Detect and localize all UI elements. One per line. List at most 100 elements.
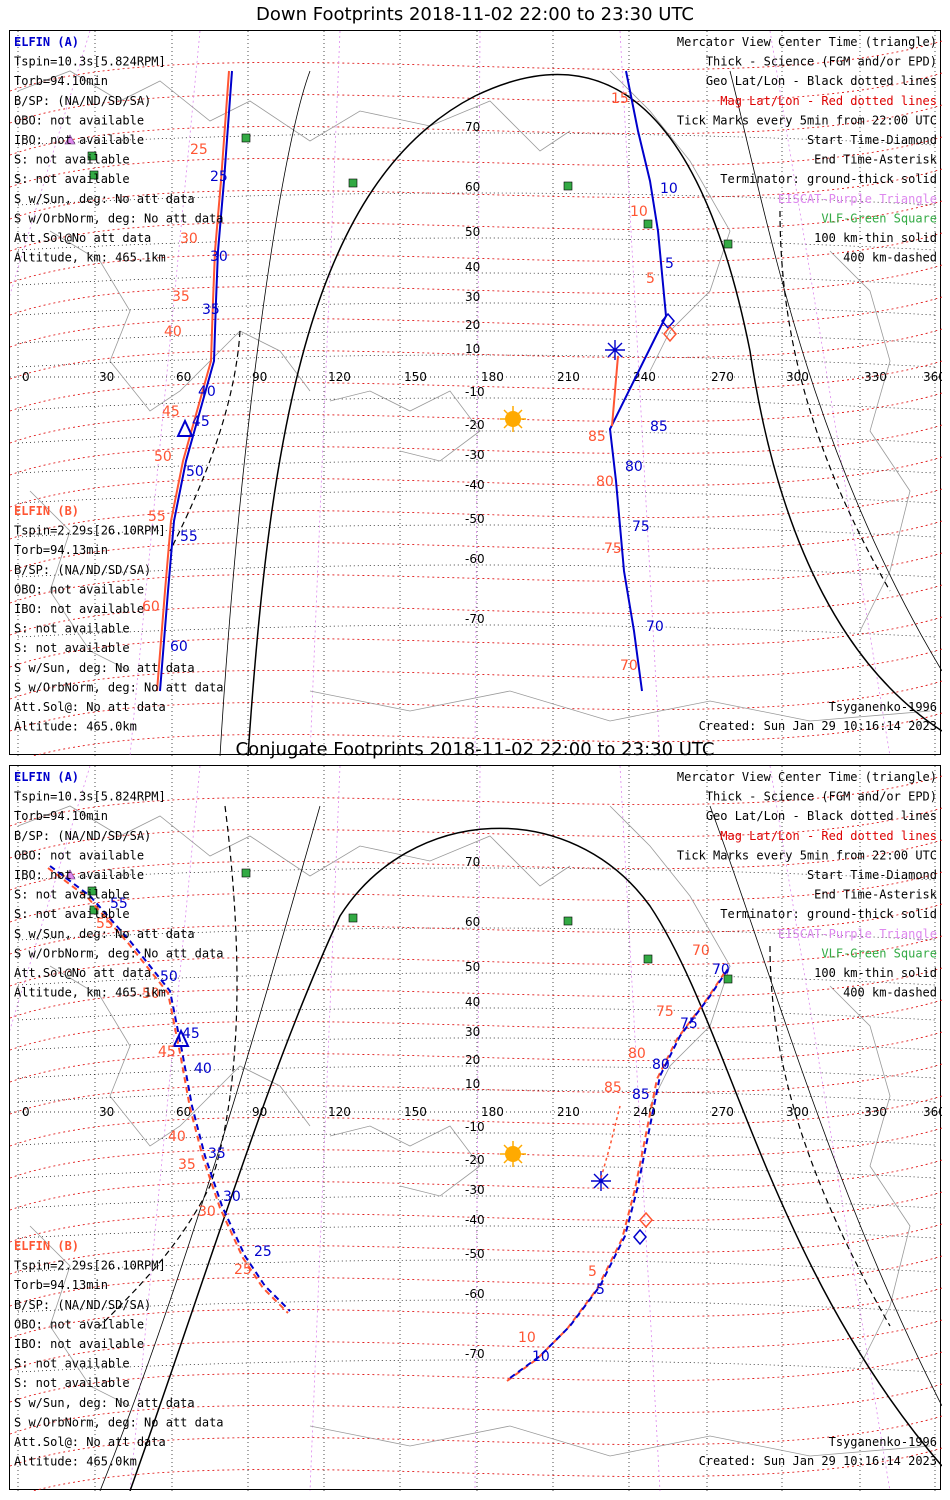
mag-lat-line (10, 1383, 942, 1435)
lat-tick-label: -60 (465, 1287, 485, 1301)
elfin-a-info-line: ELFIN (A) (14, 770, 79, 784)
lat-tick-label: 70 (465, 855, 480, 869)
terminator-ground (247, 74, 942, 756)
elfin-b-info-line: S w/OrbNorm, deg: No att data (14, 1415, 224, 1429)
mag-lat-line (10, 967, 942, 1019)
lat-tick-label: -70 (465, 612, 485, 626)
lat-tick-label: 50 (465, 960, 480, 974)
legend-line: 100 km-thin solid (814, 966, 937, 980)
map-down: 0 30 60 90 120 150 180 210 240 270 300 330 360 70 60 50… (10, 31, 942, 756)
geo-lat-line (17, 330, 936, 344)
elfin-b-info-line: Torb=94.13min (14, 543, 108, 557)
lat-tick-label: -70 (465, 1347, 485, 1361)
elfin-a-info-line: IBO: not available (14, 133, 144, 147)
legend-line: Tick Marks every 5min from 22:00 UTC (677, 848, 937, 862)
mag-lat-line (10, 616, 942, 668)
vlf-station-icon (241, 133, 251, 143)
geo-lat-line (17, 1065, 936, 1079)
lat-tick-label: 20 (465, 318, 480, 332)
elfin-b-track-east-tail (600, 1105, 621, 1179)
vlf-station-icon (348, 913, 358, 923)
elfin-a-time-label: 35 (208, 1146, 226, 1162)
elfin-b-time-label: 70 (620, 658, 638, 674)
sun-icon (500, 1141, 526, 1167)
lon-tick-label: 150 (404, 1105, 427, 1119)
lon-tick-label: 60 (176, 1105, 191, 1119)
elfin-a-time-label: 40 (194, 1061, 212, 1077)
lat-tick-label: -50 (465, 512, 485, 526)
mag-lat-line (10, 40, 942, 92)
mag-lat-line (10, 232, 942, 284)
mag-lat-line (10, 1095, 942, 1147)
mag-lat-line (10, 1287, 942, 1339)
elfin-b-time-label: 80 (596, 474, 614, 490)
elfin-a-info-line: S w/OrbNorm, deg: No att data (14, 211, 224, 225)
geo-lat-line (17, 972, 936, 986)
mag-lat-line (10, 839, 942, 891)
elfin-a-info-line: Torb=94.10min (14, 809, 108, 823)
mag-lat-line (10, 807, 942, 859)
elfin-a-time-label: 30 (210, 249, 228, 265)
elfin-a-time-label: 5 (596, 1282, 605, 1298)
start-diamond-icon (661, 312, 675, 330)
model-label: Tsyganenko-1996 (829, 1435, 937, 1449)
legend-line: VLF-Green Square (821, 946, 937, 960)
eiscat-triangle-icon (64, 134, 76, 145)
mag-lat-line (10, 1031, 942, 1083)
elfin-b-info-line: S w/Sun, deg: No att data (14, 1396, 195, 1410)
elfin-b-info-line: B/SP: (NA/ND/SD/SA) (14, 563, 151, 577)
elfin-a-time-label: 50 (186, 464, 204, 480)
lon-tick-label: 330 (864, 1105, 887, 1119)
legend-line: End Time-Asterisk (814, 153, 938, 167)
elfin-a-info-line: S: not available (14, 907, 130, 921)
elfin-a-info-line: S: not available (14, 172, 130, 186)
lat-tick-label: 70 (465, 120, 480, 134)
elfin-b-time-label: 60 (142, 599, 160, 615)
elfin-b-info-line: Torb=94.13min (14, 1278, 108, 1292)
terminator-ground (129, 827, 942, 1491)
panel-down-footprints: 0 30 60 90 120 150 180 210 240 270 300 330 360 70 60 50… (9, 30, 942, 756)
mag-lon-line (619, 31, 661, 756)
coastline (17, 805, 571, 887)
geo-lat-line (17, 460, 936, 474)
lon-tick-label: 90 (252, 370, 267, 384)
legend-line: Mag Lat/Lon - Red dotted lines (720, 94, 937, 108)
elfin-b-info-line: IBO: not available (14, 602, 144, 616)
title-conjugate: Conjugate Footprints 2018-11-02 22:00 to… (235, 739, 715, 760)
elfin-b-info-line: S w/Sun, deg: No att data (14, 661, 195, 675)
elfin-b-time-label: 30 (198, 1204, 216, 1220)
lon-tick-label: 30 (99, 1105, 114, 1119)
elfin-b-info-line: S: not available (14, 641, 130, 655)
mag-lat-line (10, 456, 942, 508)
coastline (309, 1425, 931, 1457)
elfin-b-time-label: 75 (604, 541, 622, 557)
lon-tick-label: 240 (633, 370, 656, 384)
elfin-a-time-label: 35 (202, 302, 220, 318)
coastline (309, 690, 931, 722)
vlf-station-icon (643, 219, 653, 229)
lon-tick-label: 180 (481, 1105, 504, 1119)
elfin-a-time-label: 45 (192, 414, 210, 430)
mag-lat-line (10, 264, 942, 316)
eiscat-triangle-icon (64, 869, 76, 880)
legend-line: Mag Lat/Lon - Red dotted lines (720, 829, 937, 843)
geo-lat-line (17, 624, 936, 638)
elfin-a-info-line: S w/OrbNorm, deg: No att data (14, 946, 224, 960)
mag-lon-line (474, 31, 481, 756)
mag-lat-line (10, 871, 942, 923)
legend-line: Terminator: ground-thick solid (720, 907, 937, 921)
mag-lat-line (10, 104, 942, 156)
elfin-a-info-line: S w/Sun, deg: No att data (14, 927, 195, 941)
elfin-a-time-label: 25 (210, 169, 228, 185)
mag-lon-line (10, 766, 91, 1032)
elfin-a-time-label: 40 (198, 384, 216, 400)
elfin-b-info-line: Att.Sol@: No att data (14, 1435, 166, 1449)
lat-tick-label: 10 (465, 1077, 480, 1091)
elfin-b-info-line: S w/OrbNorm, deg: No att data (14, 680, 224, 694)
legend-line: End Time-Asterisk (814, 888, 938, 902)
mag-lat-line (10, 136, 942, 188)
elfin-a-info-line: Tspin=10.3s[5.824RPM] (14, 790, 166, 804)
elfin-b-info-line: ELFIN (B) (14, 504, 79, 518)
mag-lat-line (10, 488, 942, 540)
mag-lat-line (10, 552, 942, 604)
